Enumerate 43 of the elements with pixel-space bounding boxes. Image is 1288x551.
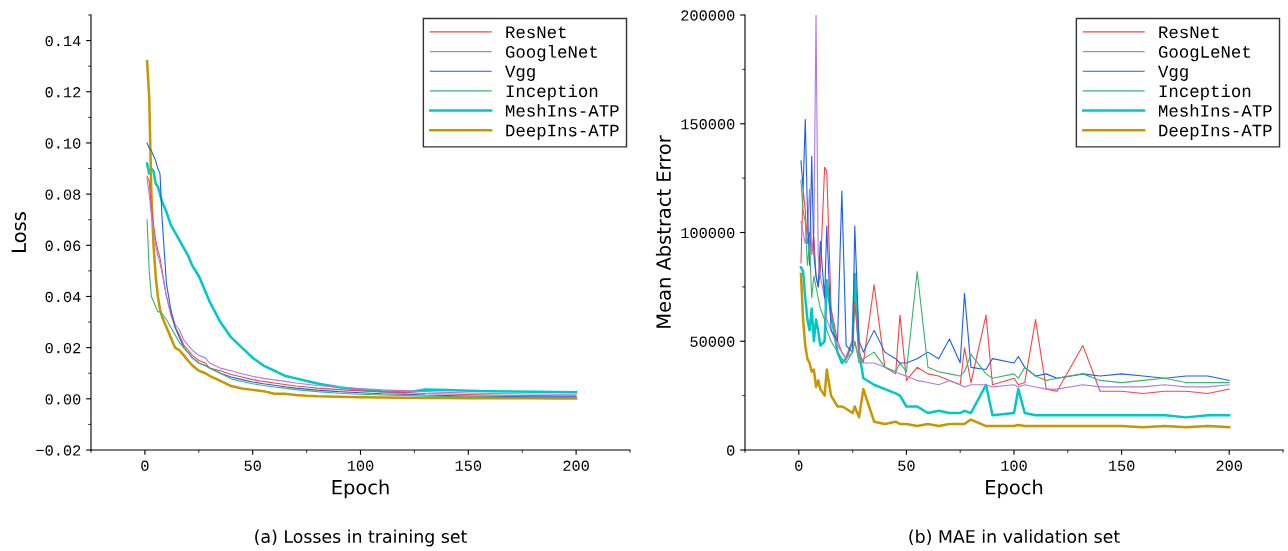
y-tick-label: 0.00 bbox=[45, 394, 81, 405]
y-tick-label: 0.14 bbox=[45, 35, 81, 47]
legend-label: MeshIns-ATP bbox=[506, 104, 619, 117]
legend-label: DeepIns-ATP bbox=[1159, 124, 1272, 140]
x-tick-label: 50 bbox=[244, 460, 261, 471]
x-tick-label: 50 bbox=[898, 460, 915, 471]
x-axis-title: Epoch bbox=[332, 479, 389, 499]
x-tick-label: 200 bbox=[1216, 460, 1243, 471]
line-series bbox=[146, 219, 577, 399]
x-axis-title: Epoch bbox=[986, 479, 1043, 499]
x-tick-label: 0 bbox=[141, 460, 149, 471]
y-tick-label: 0.08 bbox=[45, 189, 81, 200]
y-tick-label: 0.02 bbox=[45, 342, 81, 354]
legend-label: Vgg bbox=[505, 65, 535, 81]
y-tick-label: −0.02 bbox=[36, 445, 81, 456]
y-tick-label: 0 bbox=[727, 445, 735, 456]
y-tick-label: 150000 bbox=[681, 119, 735, 130]
x-tick-label: 150 bbox=[455, 460, 482, 471]
y-tick-label: 50000 bbox=[690, 336, 735, 347]
y-axis-title: Mean Abstract Error bbox=[655, 135, 671, 328]
x-tick-label: 100 bbox=[1001, 460, 1027, 471]
legend-label: ResNet bbox=[1159, 26, 1219, 39]
legend-label: Inception bbox=[506, 84, 598, 101]
x-tick-label: 100 bbox=[347, 460, 374, 471]
y-tick-label: 200000 bbox=[681, 10, 735, 21]
y-tick-label: 0.04 bbox=[45, 291, 81, 303]
legend-label: DeepIns-ATP bbox=[506, 124, 619, 140]
x-tick-label: 150 bbox=[1108, 460, 1135, 471]
y-tick-label: 0.10 bbox=[45, 138, 81, 149]
text: (a) Losses in training set bbox=[255, 529, 467, 547]
y-tick-label: 0.12 bbox=[45, 87, 81, 98]
legend-label: MeshIns-ATP bbox=[1159, 104, 1272, 117]
y-tick-label: 0.06 bbox=[45, 240, 81, 251]
text: (b) MAE in validation set bbox=[909, 529, 1120, 546]
legend-label: ResNet bbox=[506, 26, 566, 39]
legend-label: Vgg bbox=[1158, 65, 1188, 81]
y-axis-title: Loss bbox=[11, 212, 27, 252]
y-tick-label: 100000 bbox=[681, 227, 735, 239]
x-tick-label: 0 bbox=[795, 460, 803, 471]
legend-label: Inception bbox=[1159, 84, 1251, 101]
legend-label: GoogLeNet bbox=[1158, 46, 1250, 62]
legend-label: GoogleNet bbox=[505, 45, 597, 62]
x-tick-label: 200 bbox=[563, 460, 589, 471]
